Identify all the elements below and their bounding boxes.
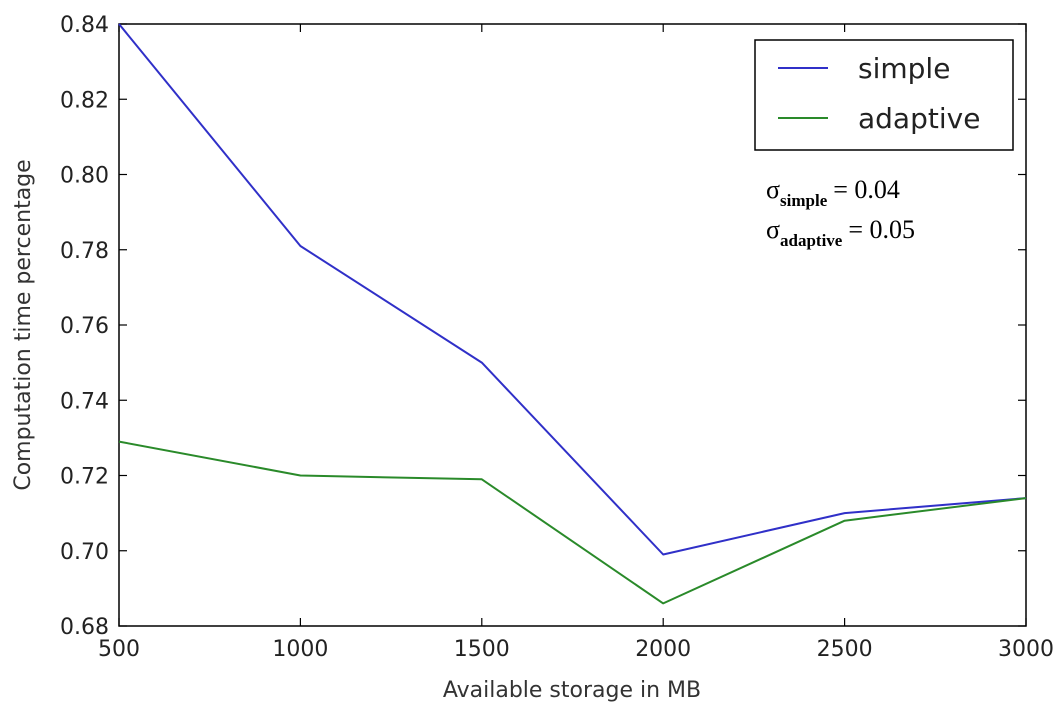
y-tick-label: 0.80: [60, 164, 109, 189]
y-tick-label: 0.84: [60, 13, 109, 38]
x-tick-label: 500: [98, 637, 140, 662]
x-tick-label: 2000: [635, 637, 691, 662]
y-tick-label: 0.74: [60, 389, 109, 414]
series-lines: [118, 23, 1027, 605]
sigma-value-adaptive: = 0.05: [848, 215, 915, 244]
series-line-adaptive: [118, 440, 1027, 605]
y-axis-label: Computation time percentage: [11, 159, 36, 490]
y-tick-label: 0.78: [60, 239, 109, 264]
x-tick-label: 2500: [817, 637, 873, 662]
sigma-subscript-adaptive: adaptive: [780, 231, 843, 250]
sigma-symbol: σ: [766, 215, 780, 244]
annotation-sigma-adaptive: σadaptive = 0.05: [766, 215, 915, 250]
y-tick-label: 0.82: [60, 88, 109, 113]
legend-box: [754, 39, 1014, 151]
legend: simple adaptive: [754, 39, 1014, 151]
x-tick-label: 3000: [998, 637, 1054, 662]
y-tick-label: 0.70: [60, 540, 109, 565]
std-annotations: σsimple = 0.04 σadaptive = 0.05: [766, 175, 915, 250]
y-tick-label: 0.76: [60, 314, 109, 339]
series-line-simple: [118, 23, 1027, 556]
tick-labels: 500 1000 1500 2000 2500 3000 0.68 0.70 0.72 0.74 0…: [60, 13, 1054, 662]
x-axis-label: Available storage in MB: [443, 678, 701, 703]
sigma-value-simple: = 0.04: [833, 175, 900, 204]
legend-label-adaptive: adaptive: [858, 102, 980, 135]
x-tick-label: 1000: [272, 637, 328, 662]
y-tick-label: 0.68: [60, 615, 109, 640]
x-tick-label: 1500: [454, 637, 510, 662]
annotation-sigma-simple: σsimple = 0.04: [766, 175, 900, 210]
ticks: [118, 23, 1027, 627]
legend-label-simple: simple: [858, 52, 950, 85]
y-tick-label: 0.72: [60, 465, 109, 490]
sigma-subscript-simple: simple: [780, 191, 828, 210]
sigma-symbol: σ: [766, 175, 780, 204]
